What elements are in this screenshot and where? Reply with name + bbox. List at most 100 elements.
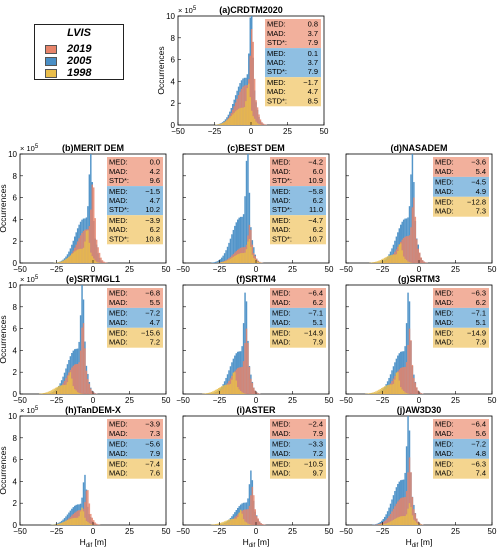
histogram-bar-1998 [71, 518, 73, 525]
x-axis-label-sub: dif [249, 543, 256, 549]
stat-value: 3.7 [308, 58, 318, 67]
histogram-bar-1998 [382, 258, 384, 263]
histogram-bar-2005 [383, 516, 386, 525]
stat-name: MED: [435, 440, 454, 449]
x-axis-label-unit: [m] [92, 537, 106, 547]
stat-value: −7.2 [145, 309, 160, 318]
panel-title: (b)MERIT DEM [62, 143, 124, 153]
stats-box-2019 [270, 288, 326, 308]
stat-value: 7.9 [308, 38, 318, 47]
stat-name: MED: [109, 420, 128, 429]
histogram-bar-1998 [381, 388, 383, 394]
histogram-bar-1998 [41, 393, 44, 394]
histogram-bar-2019 [238, 367, 240, 394]
stat-value: −15.6 [141, 329, 160, 338]
histogram-bar-1998 [379, 388, 382, 394]
histogram-bar-2019 [94, 218, 96, 263]
stats-box-2005 [270, 186, 326, 216]
panel-title: (c)BEST DEM [227, 143, 285, 153]
histogram-bar-2019 [90, 513, 92, 525]
stat-name: MAD: [109, 469, 128, 478]
stat-value: 7.9 [313, 429, 323, 438]
histogram-bar-2019 [257, 518, 259, 525]
chart-panel: −50 −25 0 25 50 0 2 4 6 8 10× 105 (a)CRDTM2020 Occur… [156, 5, 329, 136]
histogram-bar-2019 [417, 248, 419, 263]
exponent: 5 [35, 406, 39, 412]
stat-value: 6.0 [313, 167, 323, 176]
histogram-bar-1998 [55, 387, 57, 394]
stats-box-1998 [270, 458, 326, 479]
y-axis-label: Occurrences [156, 46, 166, 94]
histogram-bar-1998 [419, 524, 421, 525]
x-axis-label-sub: dif [412, 543, 419, 549]
histogram-bar-2005 [84, 474, 86, 525]
x-tick-label: 50 [325, 527, 334, 536]
histogram-bar-2005 [215, 261, 217, 263]
histogram-bar-1998 [397, 517, 399, 525]
histogram-bar-1998 [410, 507, 412, 525]
histogram-bar-2019 [248, 505, 251, 525]
stats-box-2019 [433, 419, 489, 439]
histogram-bar-1998 [75, 250, 77, 263]
histogram-bar-2019 [97, 247, 99, 263]
histogram-bar-2019 [258, 261, 261, 263]
histogram-bar-1998 [229, 117, 231, 125]
histogram-bar-2019 [419, 252, 421, 263]
histogram-bar-1998 [234, 518, 236, 525]
histogram-bar-2019 [400, 368, 402, 394]
stat-value: −7.1 [471, 309, 486, 318]
stat-value: −6.3 [471, 460, 486, 469]
histogram-bar-1998 [239, 509, 242, 525]
stat-name: MED: [435, 460, 454, 469]
y-tick-label: 4 [13, 346, 18, 355]
histogram-bar-2005 [379, 521, 382, 525]
histogram-bar-1998 [231, 518, 233, 525]
histogram-bar-2019 [408, 235, 411, 263]
histogram-bar-2005 [235, 222, 238, 263]
stat-value: 6.2 [313, 196, 323, 205]
histogram-bar-1998 [392, 519, 395, 525]
histogram-bar-1998 [223, 261, 226, 263]
histogram-bar-2019 [419, 392, 421, 394]
y-tick-label: 8 [13, 303, 18, 312]
histogram-bar-1998 [389, 521, 392, 525]
histogram-bar-2019 [414, 382, 417, 394]
histogram-bar-2019 [247, 342, 249, 394]
histogram-bar-1998 [57, 262, 60, 263]
histogram-bar-1998 [408, 262, 411, 263]
legend-item-2019: 2019 [45, 43, 91, 55]
x-tick-label: 25 [283, 127, 292, 136]
stat-value: 3.7 [308, 29, 318, 38]
stat-value: 6.2 [476, 298, 486, 307]
chart-panel: −50 −25 0 25 50 (i)ASTER Hdif [m] MED: −2.4 MAD: 7… [176, 405, 334, 549]
histogram-bar-2005 [238, 217, 240, 263]
histogram-bar-2019 [251, 244, 254, 263]
histogram-bar-1998 [402, 390, 405, 394]
histogram-bar-2005 [381, 520, 383, 525]
histogram-bar-1998 [220, 522, 223, 525]
stat-value: −12.8 [467, 198, 486, 207]
stat-value: 4.8 [476, 449, 486, 458]
histogram-bar-1998 [82, 247, 85, 263]
histogram-bar-2019 [411, 207, 414, 263]
stat-value: −4.2 [308, 158, 323, 167]
histogram-bar-2019 [404, 496, 406, 525]
histogram-bar-1998 [235, 380, 238, 394]
histogram-bar-2019 [101, 260, 104, 263]
stat-name: MAD: [272, 469, 291, 478]
histogram-bar-2019 [421, 260, 424, 263]
x-tick-label: −50 [13, 396, 27, 405]
chart-panel: −50 −25 0 25 50 0 2 4 6 8 10× 105 (e)SRTMGL1 Occurre… [0, 274, 171, 405]
histogram-bar-1998 [216, 388, 219, 394]
histogram-bar-1998 [95, 261, 98, 263]
stat-value: 5.5 [150, 298, 160, 307]
y-tick-label: 0 [13, 521, 18, 530]
stat-name: MAD: [435, 207, 454, 216]
y-tick-label: 8 [171, 34, 176, 43]
histogram-bar-1998 [222, 261, 224, 263]
x-tick-label: 25 [451, 396, 460, 405]
x-tick-label: 0 [249, 127, 254, 136]
histogram-bar-2019 [251, 382, 254, 394]
y-tick-label: 6 [13, 456, 18, 465]
histogram-bar-1998 [383, 523, 386, 525]
